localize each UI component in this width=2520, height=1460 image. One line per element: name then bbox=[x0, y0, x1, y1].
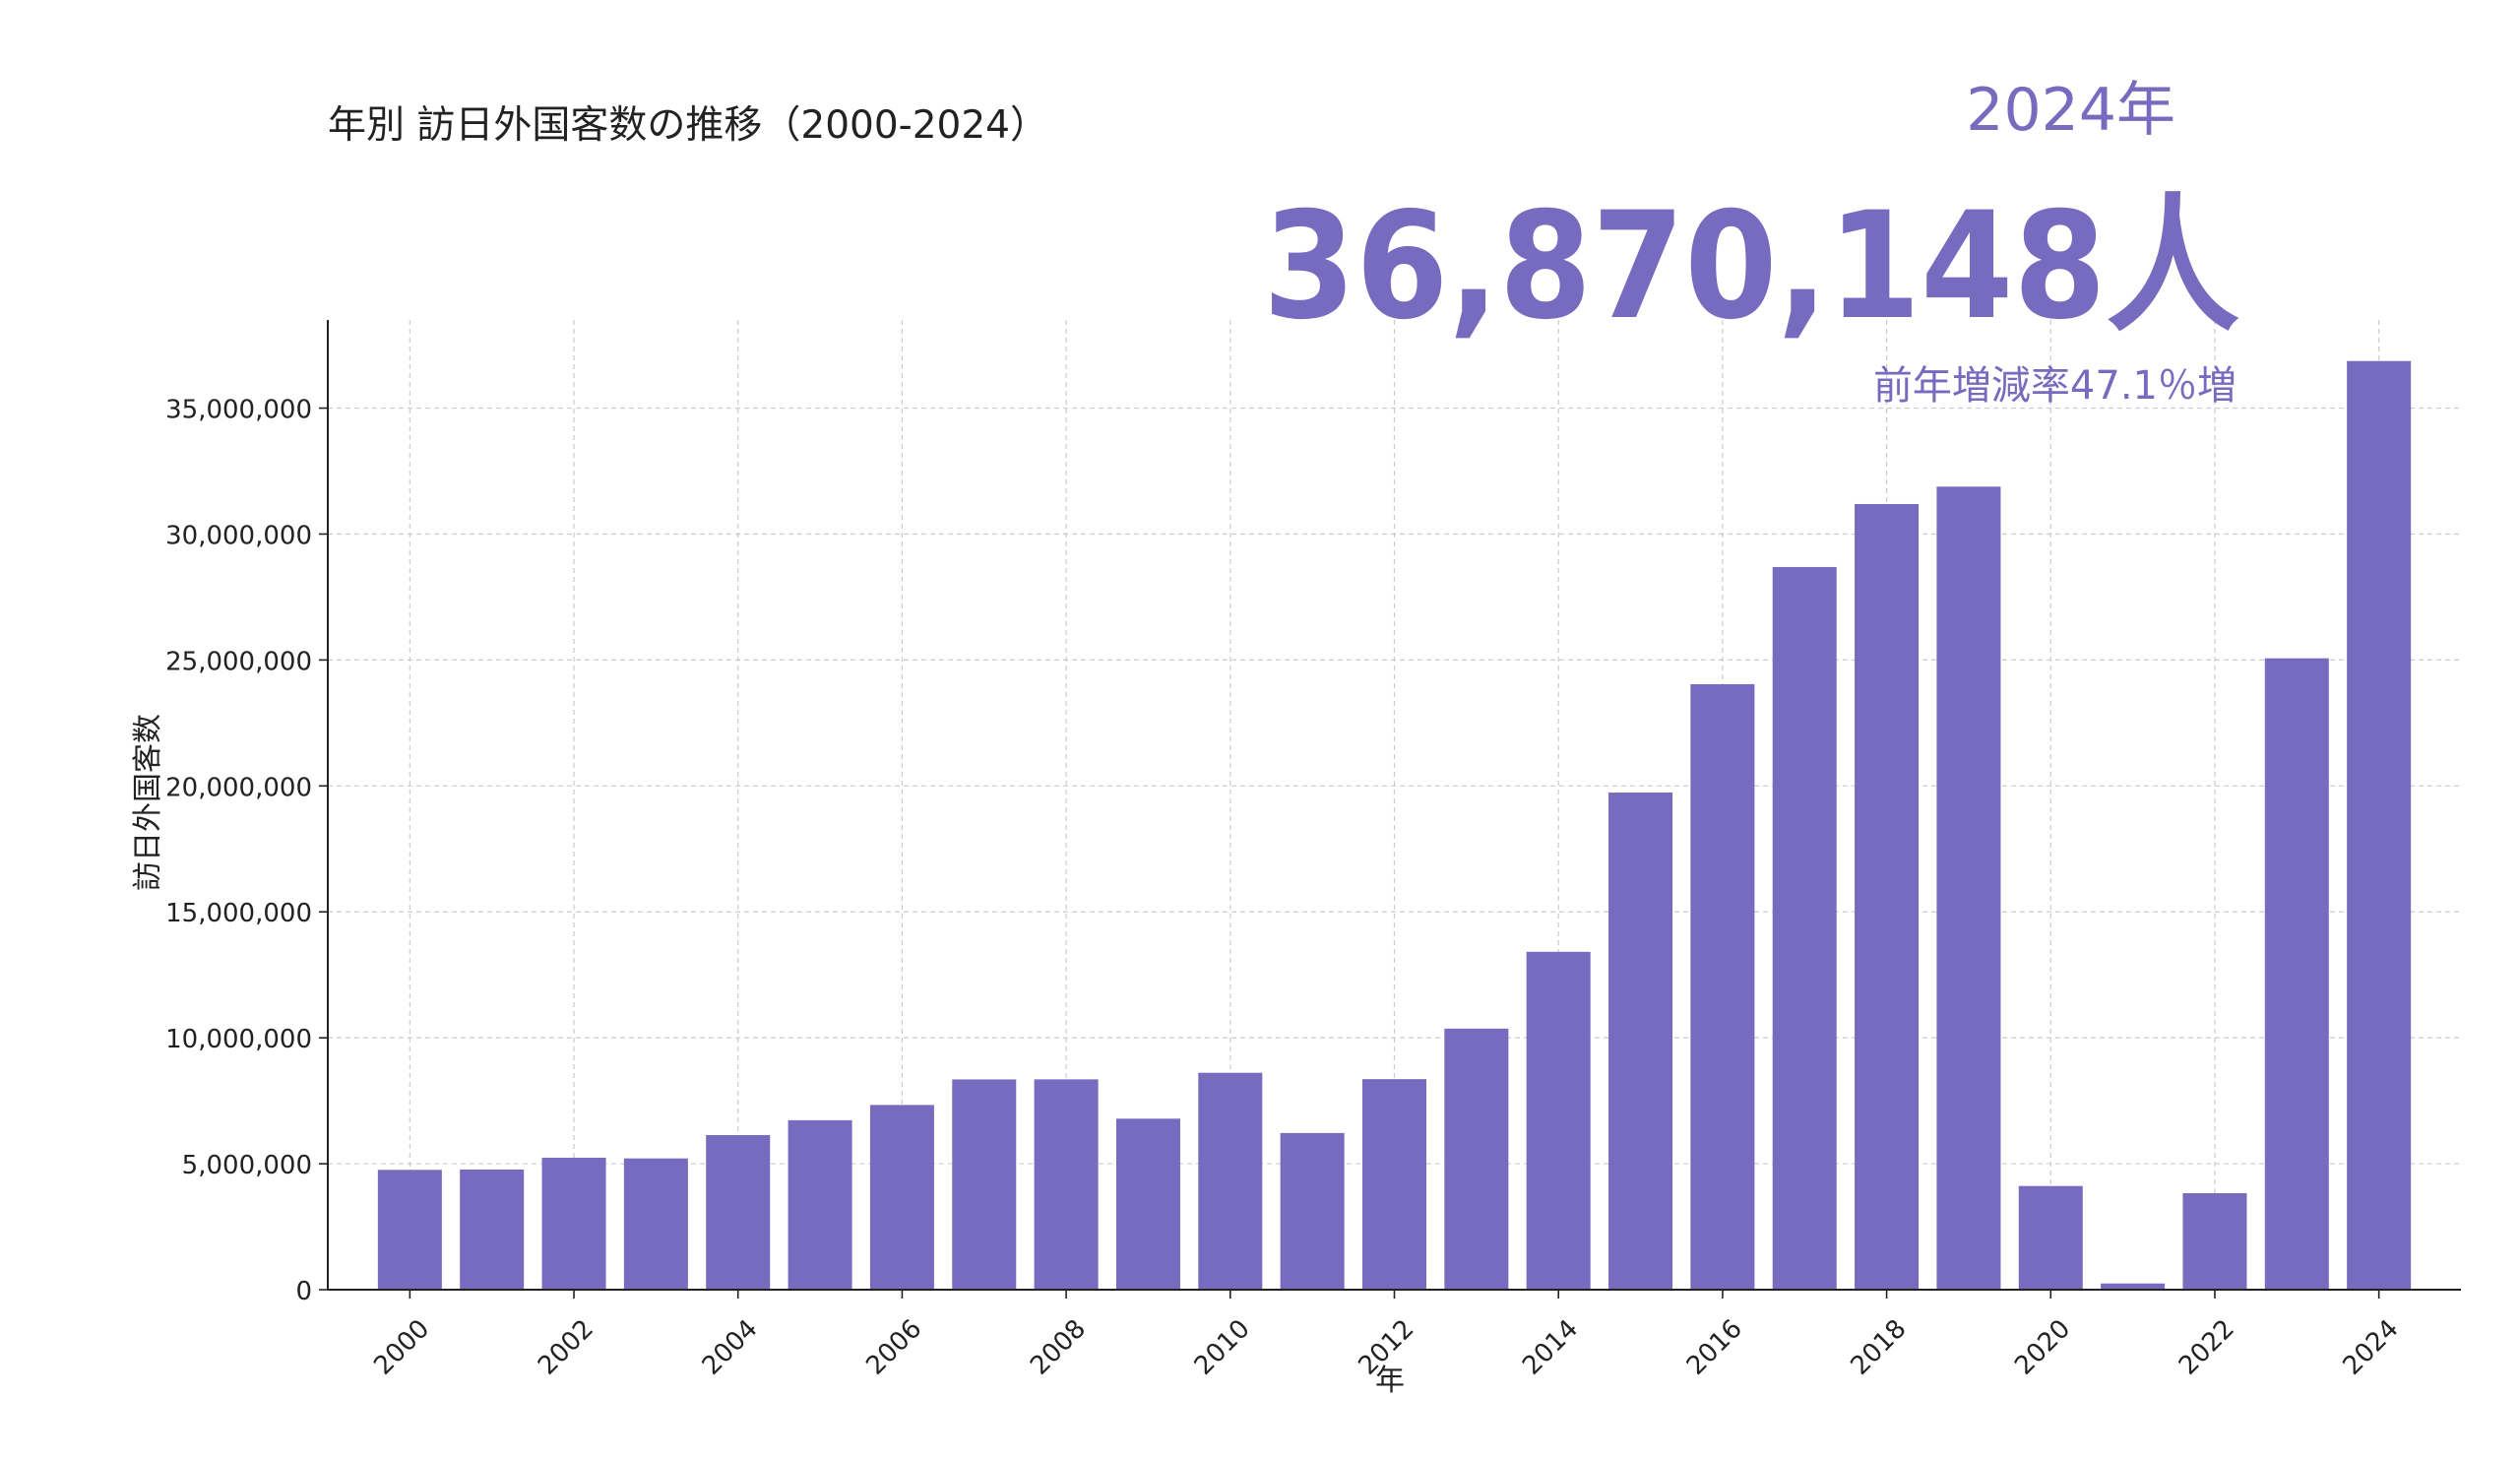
x-tick-label: 2008 bbox=[1025, 1314, 1092, 1381]
x-tick-label: 2020 bbox=[2009, 1314, 2076, 1381]
bar-2014 bbox=[1526, 951, 1591, 1290]
y-tick-label: 25,000,000 bbox=[165, 647, 312, 676]
bar-2008 bbox=[1034, 1079, 1099, 1290]
x-tick-label: 2024 bbox=[2338, 1314, 2405, 1381]
annotation-big-number: 36,870,148人 bbox=[1263, 181, 2239, 352]
y-tick-label: 20,000,000 bbox=[165, 773, 312, 802]
bar-2022 bbox=[2182, 1192, 2247, 1290]
x-tick-label: 2010 bbox=[1189, 1314, 1256, 1381]
bar-2001 bbox=[460, 1169, 525, 1290]
x-tick-label: 2006 bbox=[860, 1314, 927, 1381]
annotation-change-rate: 前年増減率47.1％増 bbox=[1873, 363, 2236, 409]
bar-2019 bbox=[1936, 486, 2001, 1290]
bar-2015 bbox=[1608, 793, 1673, 1290]
chart-title: 年別 訪日外国客数の推移（2000-2024） bbox=[328, 103, 1048, 148]
bar-2000 bbox=[377, 1170, 442, 1290]
x-tick-label: 2018 bbox=[1846, 1314, 1913, 1381]
y-tick-label: 15,000,000 bbox=[165, 899, 312, 928]
x-tick-label: 2014 bbox=[1517, 1314, 1584, 1381]
x-axis-label: 年 bbox=[1375, 1364, 1405, 1398]
bar-2012 bbox=[1361, 1079, 1427, 1290]
bar-2002 bbox=[541, 1157, 606, 1290]
y-axis-label: 訪日外国客数 bbox=[131, 714, 165, 891]
bar-2017 bbox=[1772, 566, 1837, 1290]
x-tick-label: 2004 bbox=[697, 1314, 764, 1381]
bar-2009 bbox=[1115, 1118, 1180, 1290]
bar-2003 bbox=[623, 1158, 688, 1290]
bar-2023 bbox=[2264, 658, 2329, 1290]
y-tick-label: 35,000,000 bbox=[165, 396, 312, 425]
y-tick-label: 30,000,000 bbox=[165, 521, 312, 550]
x-tick-label: 2002 bbox=[533, 1314, 599, 1381]
bar-2021 bbox=[2101, 1283, 2166, 1290]
bar-2011 bbox=[1280, 1132, 1345, 1290]
bar-2024 bbox=[2347, 360, 2412, 1290]
bar-2005 bbox=[788, 1119, 852, 1290]
bar-layer bbox=[377, 360, 2412, 1290]
x-tick-label: 2000 bbox=[368, 1314, 435, 1381]
annotation-year: 2024年 bbox=[1966, 76, 2175, 145]
bar-2020 bbox=[2018, 1185, 2083, 1290]
bar-2007 bbox=[952, 1079, 1017, 1290]
y-tick-label: 5,000,000 bbox=[182, 1151, 312, 1180]
x-tick-label: 2022 bbox=[2174, 1314, 2240, 1381]
bar-2004 bbox=[706, 1134, 771, 1290]
bar-2013 bbox=[1444, 1028, 1509, 1290]
y-tick-label: 0 bbox=[295, 1277, 312, 1306]
bar-2006 bbox=[869, 1105, 934, 1290]
x-tick-label: 2016 bbox=[1681, 1314, 1748, 1381]
bar-2016 bbox=[1690, 683, 1755, 1290]
label-layer: 年別 訪日外国客数の推移（2000-2024） 年 訪日外国客数 2024年 3… bbox=[131, 76, 2239, 1398]
y-tick-label: 10,000,000 bbox=[165, 1025, 312, 1054]
bar-2010 bbox=[1198, 1072, 1263, 1290]
bar-2018 bbox=[1855, 503, 1920, 1290]
